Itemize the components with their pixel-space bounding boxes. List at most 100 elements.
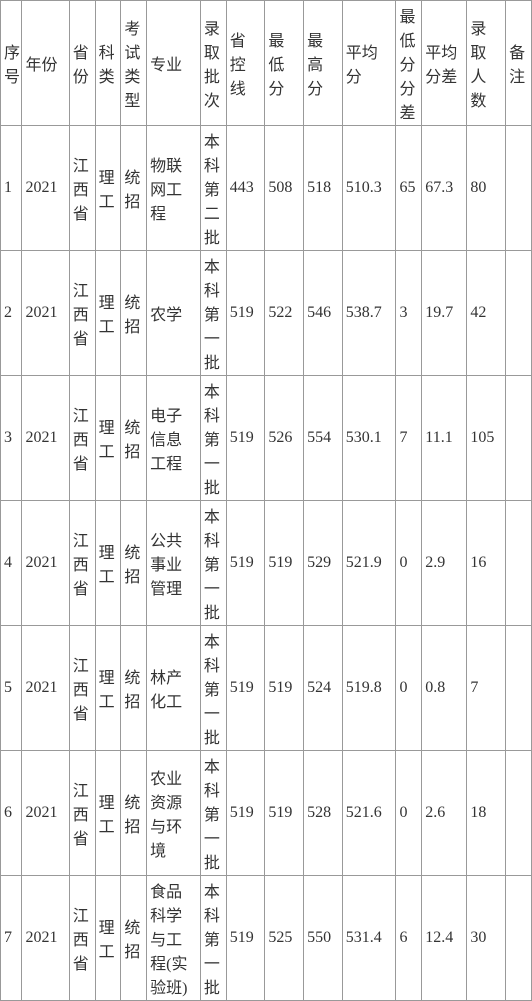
cell-examtype: 统招 bbox=[121, 376, 147, 501]
cell-maxscore: 518 bbox=[304, 126, 343, 251]
cell-year: 2021 bbox=[22, 876, 69, 1001]
cell-count: 80 bbox=[467, 126, 506, 251]
cell-province: 江西省 bbox=[69, 126, 95, 251]
cell-major: 农学 bbox=[147, 251, 201, 376]
cell-province: 江西省 bbox=[69, 501, 95, 626]
cell-note bbox=[506, 751, 532, 876]
cell-batch: 本科第一批 bbox=[200, 251, 226, 376]
cell-avgscore: 530.1 bbox=[342, 376, 396, 501]
cell-count: 42 bbox=[467, 251, 506, 376]
cell-note bbox=[506, 626, 532, 751]
admission-table: 序号 年份 省份 科类 考试类型 专业 录取批次 省控线 最低分 最高分 平均分… bbox=[0, 0, 532, 1001]
cell-avgdiff: 2.9 bbox=[422, 501, 467, 626]
col-ctrlline: 省控线 bbox=[226, 1, 265, 126]
cell-maxscore: 529 bbox=[304, 501, 343, 626]
cell-subject: 理工 bbox=[95, 501, 121, 626]
cell-count: 18 bbox=[467, 751, 506, 876]
cell-ctrlline: 519 bbox=[226, 251, 265, 376]
cell-subject: 理工 bbox=[95, 376, 121, 501]
cell-note bbox=[506, 376, 532, 501]
cell-subject: 理工 bbox=[95, 751, 121, 876]
cell-avgscore: 521.6 bbox=[342, 751, 396, 876]
cell-province: 江西省 bbox=[69, 751, 95, 876]
col-examtype: 考试类型 bbox=[121, 1, 147, 126]
cell-minscore: 526 bbox=[265, 376, 304, 501]
cell-note bbox=[506, 501, 532, 626]
col-mindiff: 最低分分差 bbox=[396, 1, 422, 126]
cell-avgscore: 521.9 bbox=[342, 501, 396, 626]
cell-mindiff: 0 bbox=[396, 626, 422, 751]
cell-count: 16 bbox=[467, 501, 506, 626]
cell-seq: 1 bbox=[1, 126, 22, 251]
cell-province: 江西省 bbox=[69, 376, 95, 501]
cell-mindiff: 65 bbox=[396, 126, 422, 251]
cell-year: 2021 bbox=[22, 126, 69, 251]
col-note: 备注 bbox=[506, 1, 532, 126]
cell-province: 江西省 bbox=[69, 626, 95, 751]
cell-ctrlline: 519 bbox=[226, 751, 265, 876]
table-header: 序号 年份 省份 科类 考试类型 专业 录取批次 省控线 最低分 最高分 平均分… bbox=[1, 1, 532, 126]
cell-major: 食品科学与工程(实验班) bbox=[147, 876, 201, 1001]
cell-count: 30 bbox=[467, 876, 506, 1001]
table-row: 12021江西省理工统招物联网工程本科第二批443508518510.36567… bbox=[1, 126, 532, 251]
cell-examtype: 统招 bbox=[121, 876, 147, 1001]
cell-maxscore: 524 bbox=[304, 626, 343, 751]
col-batch: 录取批次 bbox=[200, 1, 226, 126]
cell-avgscore: 531.4 bbox=[342, 876, 396, 1001]
cell-province: 江西省 bbox=[69, 876, 95, 1001]
cell-province: 江西省 bbox=[69, 251, 95, 376]
cell-minscore: 525 bbox=[265, 876, 304, 1001]
cell-batch: 本科第一批 bbox=[200, 376, 226, 501]
cell-avgscore: 519.8 bbox=[342, 626, 396, 751]
cell-batch: 本科第一批 bbox=[200, 751, 226, 876]
table-row: 22021江西省理工统招农学本科第一批519522546538.7319.742 bbox=[1, 251, 532, 376]
cell-mindiff: 0 bbox=[396, 501, 422, 626]
cell-subject: 理工 bbox=[95, 126, 121, 251]
cell-ctrlline: 519 bbox=[226, 501, 265, 626]
cell-avgscore: 538.7 bbox=[342, 251, 396, 376]
cell-count: 105 bbox=[467, 376, 506, 501]
cell-avgdiff: 2.6 bbox=[422, 751, 467, 876]
cell-mindiff: 7 bbox=[396, 376, 422, 501]
cell-year: 2021 bbox=[22, 501, 69, 626]
table-row: 42021江西省理工统招公共事业管理本科第一批519519529521.902.… bbox=[1, 501, 532, 626]
col-avgdiff: 平均分差 bbox=[422, 1, 467, 126]
cell-avgdiff: 19.7 bbox=[422, 251, 467, 376]
cell-maxscore: 550 bbox=[304, 876, 343, 1001]
col-subject: 科类 bbox=[95, 1, 121, 126]
header-row: 序号 年份 省份 科类 考试类型 专业 录取批次 省控线 最低分 最高分 平均分… bbox=[1, 1, 532, 126]
cell-year: 2021 bbox=[22, 251, 69, 376]
cell-minscore: 508 bbox=[265, 126, 304, 251]
cell-avgdiff: 11.1 bbox=[422, 376, 467, 501]
cell-avgdiff: 67.3 bbox=[422, 126, 467, 251]
cell-major: 农业资源与环境 bbox=[147, 751, 201, 876]
cell-subject: 理工 bbox=[95, 626, 121, 751]
cell-seq: 3 bbox=[1, 376, 22, 501]
cell-mindiff: 3 bbox=[396, 251, 422, 376]
cell-maxscore: 546 bbox=[304, 251, 343, 376]
cell-minscore: 519 bbox=[265, 501, 304, 626]
col-year: 年份 bbox=[22, 1, 69, 126]
cell-seq: 2 bbox=[1, 251, 22, 376]
cell-note bbox=[506, 876, 532, 1001]
cell-major: 电子信息工程 bbox=[147, 376, 201, 501]
cell-avgdiff: 12.4 bbox=[422, 876, 467, 1001]
cell-note bbox=[506, 251, 532, 376]
table-row: 72021江西省理工统招食品科学与工程(实验班)本科第一批51952555053… bbox=[1, 876, 532, 1001]
cell-examtype: 统招 bbox=[121, 751, 147, 876]
cell-batch: 本科第一批 bbox=[200, 626, 226, 751]
cell-examtype: 统招 bbox=[121, 501, 147, 626]
cell-subject: 理工 bbox=[95, 251, 121, 376]
cell-examtype: 统招 bbox=[121, 626, 147, 751]
cell-avgdiff: 0.8 bbox=[422, 626, 467, 751]
col-seq: 序号 bbox=[1, 1, 22, 126]
table-body: 12021江西省理工统招物联网工程本科第二批443508518510.36567… bbox=[1, 126, 532, 1001]
cell-major: 公共事业管理 bbox=[147, 501, 201, 626]
cell-batch: 本科第二批 bbox=[200, 126, 226, 251]
cell-count: 7 bbox=[467, 626, 506, 751]
cell-avgscore: 510.3 bbox=[342, 126, 396, 251]
cell-batch: 本科第一批 bbox=[200, 876, 226, 1001]
cell-ctrlline: 519 bbox=[226, 876, 265, 1001]
cell-major: 物联网工程 bbox=[147, 126, 201, 251]
cell-minscore: 519 bbox=[265, 751, 304, 876]
